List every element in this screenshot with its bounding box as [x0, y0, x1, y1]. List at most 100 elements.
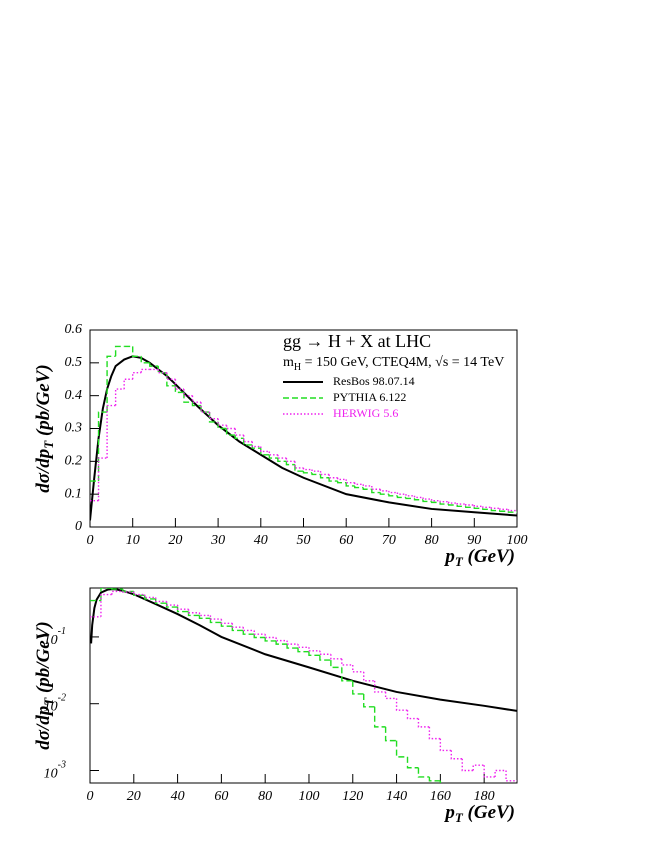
histogram-bin: [341, 667, 353, 682]
histogram-bin: [242, 630, 255, 635]
histogram-bin: [417, 767, 430, 778]
x-tick-label: 100: [298, 789, 319, 804]
x-tick-label: 20: [127, 789, 141, 804]
histogram-bin: [187, 611, 200, 617]
histogram-bin: [140, 368, 150, 373]
histogram-bin: [465, 504, 475, 506]
histogram-bin: [371, 485, 381, 490]
chart-subtitle-rest: = 150 GeV, CTEQ4M, √s = 14 TeV: [301, 355, 504, 370]
histogram-bin: [187, 609, 200, 614]
histogram-bin: [450, 750, 463, 760]
histogram-bin: [345, 482, 355, 487]
histogram-bin: [328, 477, 338, 482]
histogram-bin: [363, 693, 375, 708]
histogram-bin: [251, 444, 261, 449]
histogram-bin: [208, 412, 219, 423]
histogram-bin: [97, 411, 108, 482]
histogram-bin: [330, 654, 342, 660]
histogram-bin: [260, 446, 270, 453]
y-tick-label: 0: [75, 519, 82, 534]
curve: [90, 355, 517, 521]
x-tick-label: 60: [214, 789, 228, 804]
histogram-bin: [165, 603, 178, 608]
histogram-bin: [308, 647, 320, 652]
histogram-bin: [174, 385, 184, 394]
histogram-bin: [472, 764, 485, 771]
histogram-bin: [225, 428, 236, 436]
histogram-bin: [473, 505, 483, 508]
x-tick-label: 70: [382, 533, 396, 548]
x-axis-label-rest: (GeV): [463, 546, 515, 567]
histogram-bin: [373, 680, 386, 693]
histogram-bin: [220, 619, 233, 624]
histogram-bin: [275, 640, 288, 645]
chart-subtitle-main: m: [283, 355, 294, 370]
histogram-bin: [157, 369, 167, 374]
curve: [90, 588, 517, 712]
legend-label: ResBos 98.07.14: [333, 374, 415, 388]
histogram-bin: [132, 346, 142, 357]
histogram-bin: [217, 421, 227, 430]
histogram-bin: [330, 660, 342, 669]
x-tick-label: 60: [339, 533, 353, 548]
legend-label: PYTHIA 6.122: [333, 390, 406, 404]
histogram-bin: [243, 438, 253, 446]
histogram-bin: [483, 765, 496, 778]
histogram-bin: [231, 623, 244, 628]
y-tick-label: 0.5: [65, 355, 83, 370]
histogram-bin: [505, 770, 517, 782]
histogram-bin: [191, 402, 202, 407]
histogram-bin: [473, 507, 483, 509]
histogram-bin: [154, 598, 167, 604]
y-tick-exponent: -1: [58, 626, 66, 637]
histogram-bin: [297, 644, 309, 648]
histogram-bin: [253, 630, 266, 635]
chart-subtitle-sub: H: [294, 362, 301, 373]
histogram-bin: [384, 691, 397, 700]
histogram-bin: [157, 366, 167, 374]
y-tick-label: 0.6: [65, 322, 83, 337]
histogram-bin: [494, 769, 507, 777]
x-tick-label: 40: [254, 533, 268, 548]
histogram-bin: [294, 464, 304, 472]
histogram-bin: [234, 435, 244, 440]
histogram-bin: [198, 612, 211, 617]
histogram-bin: [176, 605, 189, 610]
x-axis-label-main: p: [443, 802, 455, 823]
histogram-bin: [395, 698, 408, 711]
histogram-bin: [140, 356, 150, 364]
histogram-bin: [311, 469, 321, 472]
histogram-bin: [122, 589, 134, 593]
histogram-bin: [499, 510, 509, 512]
histogram-bin: [430, 499, 441, 502]
series-group: [90, 588, 517, 783]
plot-frame: [89, 587, 518, 784]
y-tick-label: 0.2: [65, 454, 83, 469]
histogram-bin: [345, 479, 355, 484]
y-axis-label-sub: T: [41, 697, 56, 706]
histogram-bin: [395, 740, 408, 758]
y-tick-base: 10: [44, 633, 58, 648]
histogram-bin: [406, 756, 419, 769]
x-tick-label: 180: [474, 789, 495, 804]
x-axis-label-sub: T: [455, 810, 464, 825]
histogram-bin: [114, 388, 125, 406]
histogram-bin: [100, 593, 112, 617]
histogram-bin: [319, 650, 331, 655]
histogram-bin: [447, 501, 458, 504]
histogram-bin: [217, 418, 227, 426]
histogram-bin: [97, 457, 108, 501]
histogram-bin: [268, 454, 278, 459]
x-tick-label: 0: [87, 789, 94, 804]
y-axis-label-rest: (pb/GeV): [33, 621, 54, 698]
histogram-bin: [396, 492, 406, 495]
histogram-bin: [422, 497, 432, 500]
histogram-bin: [220, 622, 233, 627]
histogram-bin: [465, 506, 475, 508]
legend-label: HERWIG 5.6: [333, 406, 398, 420]
histogram-bin: [499, 508, 509, 510]
x-tick-label: 30: [210, 533, 225, 548]
histogram-bin: [132, 371, 142, 380]
x-axis-label: pT (GeV): [443, 802, 515, 825]
histogram-bin: [456, 505, 466, 508]
